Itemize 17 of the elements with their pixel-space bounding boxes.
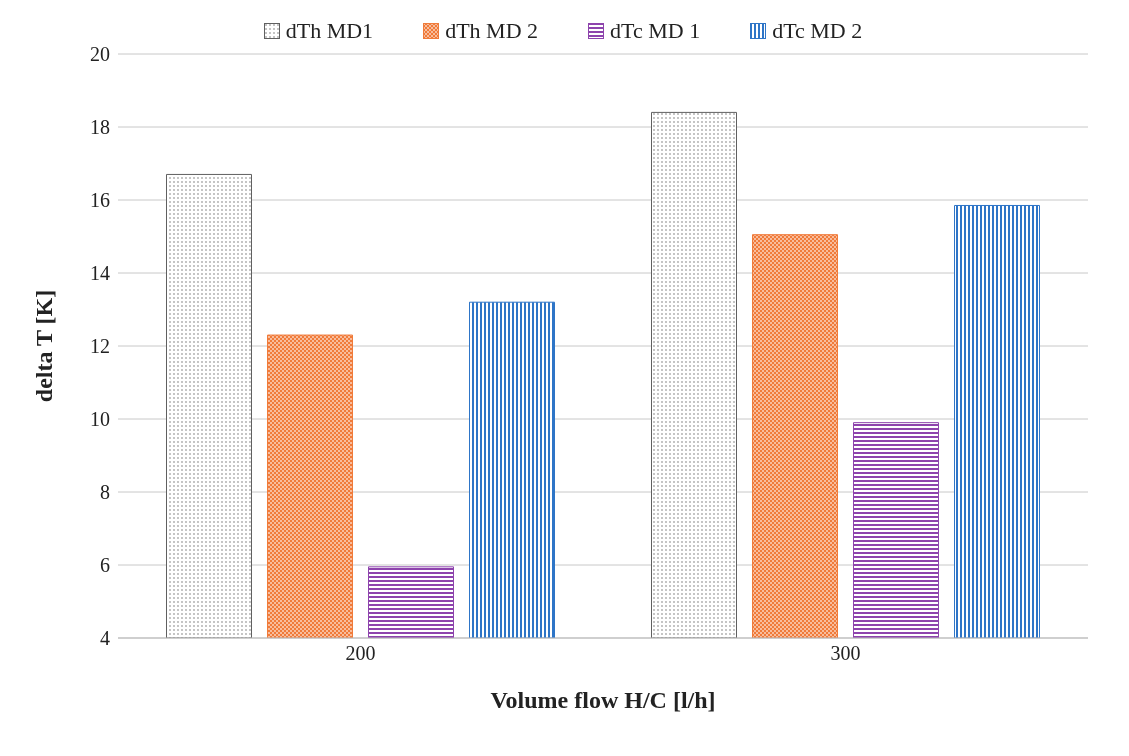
y-tick-label: 20 bbox=[90, 43, 110, 66]
y-tick-label: 10 bbox=[90, 408, 110, 431]
x-tick-label: 200 bbox=[345, 642, 376, 665]
legend-label: dTc MD 2 bbox=[772, 18, 863, 44]
legend-label: dTh MD 2 bbox=[445, 18, 539, 44]
y-tick-label: 6 bbox=[100, 554, 110, 577]
y-tick-label: 16 bbox=[90, 189, 110, 212]
y-axis-title: delta T [K] bbox=[30, 289, 57, 403]
legend-label: dTc MD 1 bbox=[610, 18, 701, 44]
y-tick-label: 12 bbox=[90, 335, 110, 358]
y-tick-label: 4 bbox=[100, 627, 110, 650]
x-axis-title: Volume flow H/C [l/h] bbox=[490, 687, 716, 713]
y-tick-label: 8 bbox=[100, 481, 110, 504]
legend-label: dTh MD1 bbox=[285, 18, 374, 44]
y-tick-label: 18 bbox=[90, 116, 110, 139]
y-tick-label: 14 bbox=[90, 262, 110, 285]
x-tick-label: 300 bbox=[830, 642, 861, 665]
